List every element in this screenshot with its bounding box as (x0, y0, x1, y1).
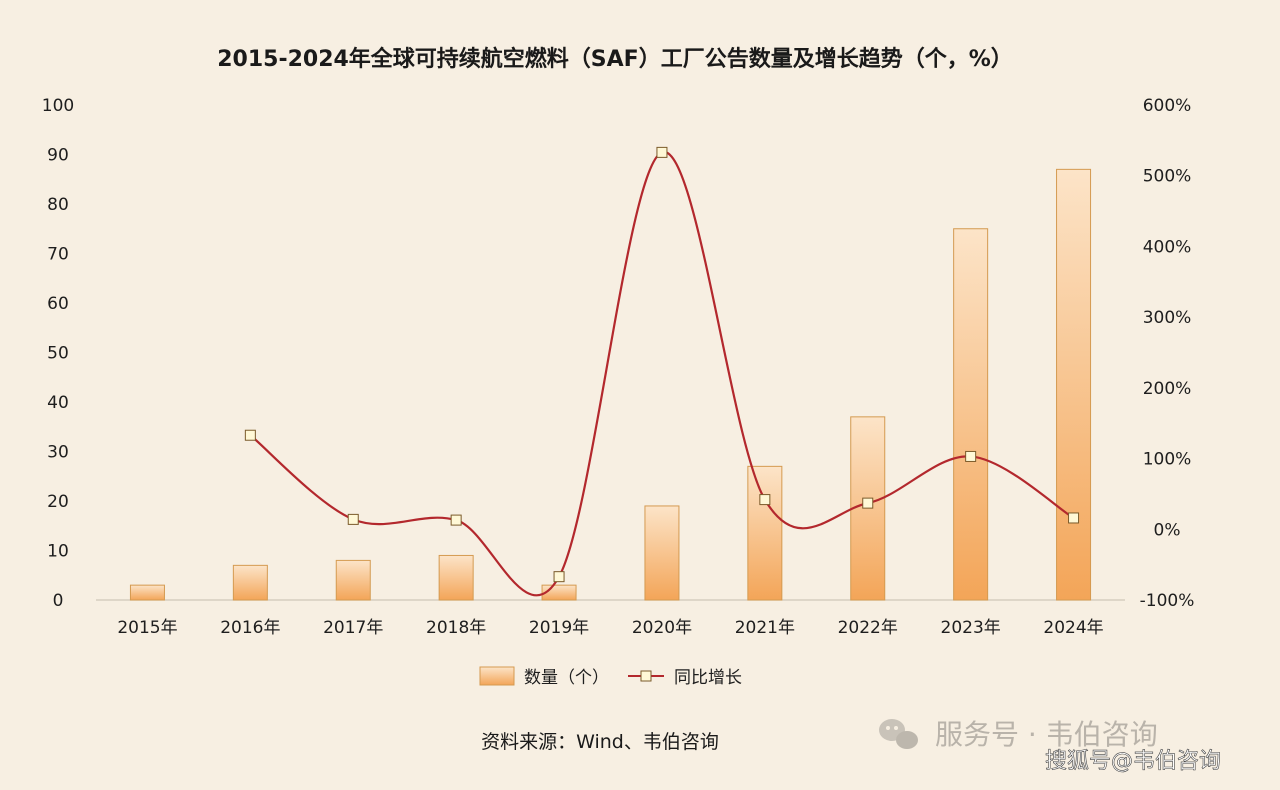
wechat-icon (879, 719, 918, 749)
x-tick-label: 2022年 (838, 618, 898, 638)
left-tick-label: 0 (53, 591, 64, 611)
right-tick-label: 500% (1143, 167, 1192, 187)
left-tick-label: 10 (47, 542, 69, 562)
growth-marker (347, 513, 359, 525)
x-tick-label: 2019年 (529, 618, 589, 638)
growth-marker (450, 514, 462, 526)
chart-title: 2015-2024年全球可持续航空燃料（SAF）工厂公告数量及增长趋势（个，%） (217, 46, 1013, 72)
growth-marker (862, 497, 874, 509)
legend-line-label: 同比增长 (674, 668, 742, 688)
growth-marker (244, 429, 256, 441)
right-tick-label: 100% (1143, 450, 1192, 470)
right-tick-label: 300% (1143, 308, 1192, 328)
growth-marker (759, 494, 771, 506)
left-tick-label: 20 (47, 492, 69, 512)
right-tick-label: 200% (1143, 379, 1192, 399)
bar (1056, 168, 1092, 601)
right-tick-label: 600% (1143, 96, 1192, 116)
x-tick-label: 2018年 (426, 618, 486, 638)
left-axis: 0 10 20 30 40 50 60 70 80 90 100 (42, 96, 74, 611)
x-tick-label: 2021年 (735, 618, 795, 638)
watermark-line1: 服务号 · 韦伯咨询 (935, 718, 1158, 751)
left-tick-label: 60 (47, 294, 69, 314)
watermark-line2: 搜狐号@韦伯咨询 (1045, 749, 1221, 774)
x-tick-label: 2015年 (117, 618, 177, 638)
x-tick-label: 2016年 (220, 618, 280, 638)
x-tick-label: 2017年 (323, 618, 383, 638)
left-tick-label: 40 (47, 393, 69, 413)
right-tick-label: 0% (1154, 520, 1181, 540)
source-note: 资料来源：Wind、韦伯咨询 (481, 731, 719, 753)
x-tick-label: 2020年 (632, 618, 692, 638)
right-tick-label: 400% (1143, 237, 1192, 257)
left-tick-label: 30 (47, 443, 69, 463)
bar (129, 584, 165, 601)
growth-marker (1068, 512, 1080, 524)
left-tick-label: 100 (42, 96, 74, 116)
growth-marker (656, 146, 668, 158)
growth-marker (965, 450, 977, 462)
x-tick-label: 2024年 (1043, 618, 1103, 638)
legend-bar-label: 数量（个） (524, 668, 609, 688)
bar (335, 559, 371, 601)
growth-markers (244, 146, 1080, 583)
left-tick-label: 80 (47, 195, 69, 215)
bar-series (129, 168, 1092, 601)
left-tick-label: 70 (47, 245, 69, 265)
watermark: 服务号 · 韦伯咨询 搜狐号@韦伯咨询 (879, 718, 1221, 774)
growth-marker (553, 571, 565, 583)
bar (438, 554, 474, 601)
bar (644, 505, 680, 601)
x-tick-label: 2023年 (941, 618, 1001, 638)
bar (232, 564, 268, 601)
legend: 数量（个） 同比增长 (479, 666, 742, 688)
x-axis-ticks: 2015年 2016年 2017年 2018年 2019年 2020年 2021年 2022年… (117, 618, 1103, 638)
left-tick-label: 90 (47, 146, 69, 166)
legend-line-marker (640, 670, 652, 682)
right-axis: -100% 0% 100% 200% 300% 400% 500% 600% (1140, 96, 1195, 611)
left-tick-label: 50 (47, 344, 69, 364)
bar (953, 228, 989, 601)
legend-bar-swatch (479, 666, 515, 686)
right-tick-label: -100% (1140, 591, 1195, 611)
bar (747, 465, 783, 601)
